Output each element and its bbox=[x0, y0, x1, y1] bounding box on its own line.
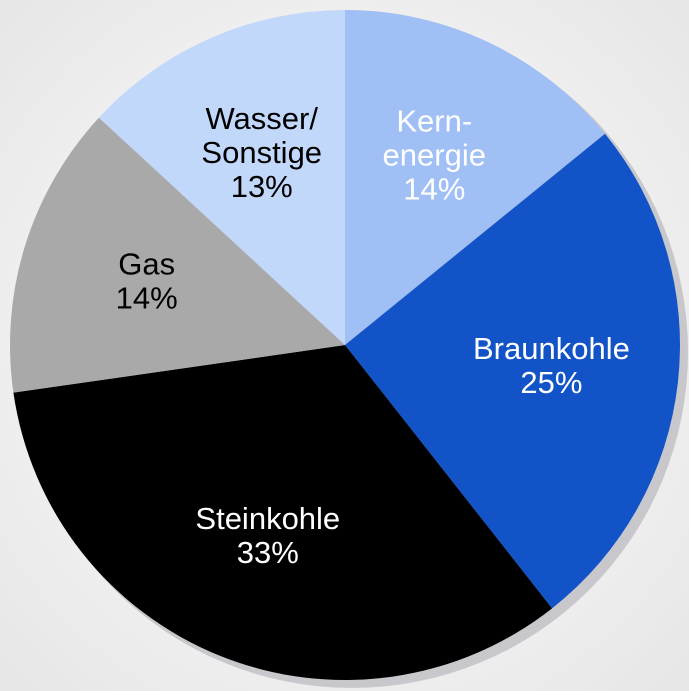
value-label: 14% bbox=[116, 281, 178, 316]
value-label: 25% bbox=[520, 365, 582, 400]
pie-slice bbox=[10, 117, 346, 393]
value-label: 33% bbox=[237, 535, 299, 570]
slice-label: energie bbox=[383, 138, 486, 173]
value-label: 14% bbox=[403, 172, 465, 207]
slice-label: Gas bbox=[118, 247, 175, 282]
slice-label: Steinkohle bbox=[195, 501, 340, 536]
labels: Kern-energie14%Braunkohle25%Steinkohle33… bbox=[116, 101, 630, 570]
value-label: 13% bbox=[231, 169, 293, 204]
pie-slice bbox=[98, 10, 346, 345]
slice-label: Wasser/ bbox=[205, 101, 318, 136]
slice-label: Braunkohle bbox=[473, 331, 630, 366]
slice-label: Sonstige bbox=[201, 135, 322, 170]
pie-slice bbox=[345, 10, 606, 345]
pie-slice bbox=[345, 133, 681, 609]
slices bbox=[10, 10, 681, 680]
pie-slice bbox=[13, 345, 553, 680]
slice-label: Kern- bbox=[396, 104, 472, 139]
